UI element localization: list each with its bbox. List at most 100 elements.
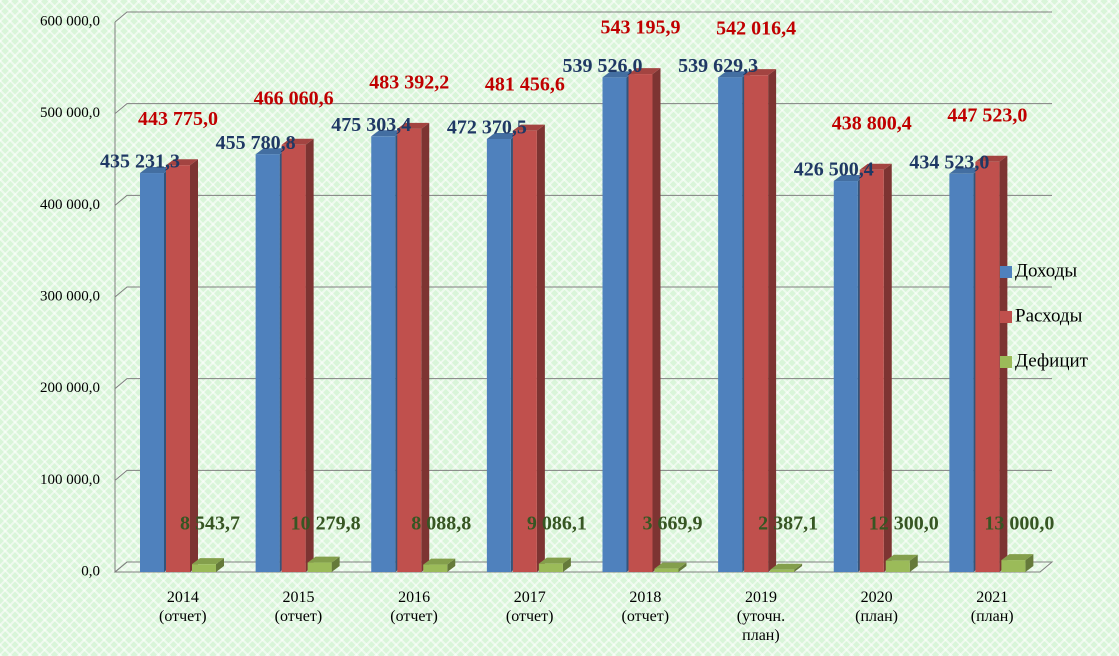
x-tick-label: 2014 (отчет): [159, 589, 207, 625]
bar-side: [794, 563, 803, 572]
y-tick-label: 300 000,0: [40, 288, 100, 304]
bar-top: [718, 71, 751, 78]
bar-top: [885, 554, 918, 561]
bar: [628, 74, 653, 572]
bar: [1001, 560, 1026, 572]
bar: [770, 569, 795, 572]
y-tick-label: 200 000,0: [40, 380, 100, 396]
bar: [281, 144, 306, 573]
bar-top: [654, 562, 687, 569]
bar-side: [562, 557, 571, 572]
bar: [255, 154, 280, 572]
y-tick-label: 400 000,0: [40, 197, 100, 213]
grid-line: [114, 11, 1052, 23]
bar-top: [770, 563, 803, 570]
bar-top: [628, 68, 661, 75]
y-tick-label: 0,0: [81, 563, 100, 579]
bar-top: [255, 148, 288, 155]
x-tick-label: 2017 (отчет): [505, 589, 554, 625]
data-label: 543 195,9: [601, 17, 681, 39]
data-label: 443 775,0: [138, 108, 218, 130]
legend-label: Расходы: [1015, 305, 1083, 326]
bar-side: [421, 122, 430, 573]
y-tick-label: 600 000,0: [40, 13, 100, 29]
legend-label: Дефицит: [1015, 350, 1089, 371]
bar-side: [678, 562, 687, 572]
data-label: 12 300,0: [869, 513, 939, 535]
bar-side: [883, 163, 892, 572]
bar-side: [768, 69, 777, 572]
bar: [602, 77, 627, 572]
bar-side: [190, 159, 198, 573]
bar-side: [331, 556, 340, 572]
bar: [885, 560, 910, 572]
bar-top: [486, 132, 519, 139]
bar: [859, 169, 884, 572]
data-label: 483 392,2: [369, 71, 449, 93]
bar-top: [975, 155, 1008, 162]
data-label: 9 086,1: [527, 513, 587, 535]
bar-top: [397, 122, 430, 129]
data-label: 455 780,8: [216, 132, 296, 154]
bar-top: [744, 69, 777, 76]
bar-top: [281, 138, 314, 145]
bar-side: [1025, 554, 1034, 572]
bar: [654, 568, 679, 572]
data-label: 8 088,8: [411, 513, 471, 535]
legend-label: Доходы: [1015, 260, 1077, 281]
bar: [975, 161, 1000, 573]
bar-side: [447, 558, 456, 572]
data-label: 8 543,7: [180, 513, 240, 535]
bar-top: [833, 175, 866, 182]
grid-line: [114, 378, 1052, 390]
bar: [949, 173, 974, 572]
legend-swatch: [1000, 356, 1012, 368]
y-tick-label: 100 000,0: [40, 472, 100, 488]
grid-line: [114, 469, 1052, 481]
bar-top: [1001, 554, 1034, 561]
bar-side: [305, 138, 314, 573]
bar: [140, 173, 164, 573]
x-tick-label: 2016 (отчет): [390, 589, 438, 625]
data-label: 447 523,0: [947, 104, 1027, 126]
bar: [486, 138, 511, 572]
grid-line: [114, 286, 1052, 298]
legend-swatch: [1000, 266, 1012, 278]
bar: [307, 562, 332, 572]
bar-top: [949, 167, 982, 174]
data-label: 539 526,0: [563, 55, 643, 77]
x-tick-label: 2021 (план): [970, 589, 1014, 625]
bar-top: [538, 557, 571, 564]
bar: [744, 75, 769, 572]
data-label: 438 800,4: [832, 112, 912, 134]
bar-side: [909, 554, 918, 572]
y-tick-label: 500 000,0: [40, 105, 100, 121]
bar-top: [371, 130, 404, 137]
bar-top: [307, 556, 340, 563]
bar-top: [166, 159, 198, 166]
data-label: 434 523,0: [909, 151, 989, 173]
bar-top: [192, 558, 224, 565]
x-tick-label: 2018 (отчет): [621, 589, 670, 625]
data-label: 13 000,0: [984, 513, 1054, 535]
data-label: 3 669,9: [643, 513, 703, 535]
bar-top: [140, 167, 172, 174]
bar-top: [859, 163, 892, 170]
data-label: 466 060,6: [254, 87, 334, 109]
data-label: 2 387,1: [758, 513, 818, 535]
grid-line: [114, 194, 1052, 206]
bar-top: [423, 558, 456, 565]
data-label: 475 303,4: [331, 114, 411, 136]
data-label: 542 016,4: [716, 18, 796, 40]
bar: [166, 165, 190, 573]
x-tick-label: 2015 (отчет): [274, 589, 323, 625]
data-label: 539 629,3: [678, 55, 758, 77]
bar: [371, 136, 396, 572]
data-label: 10 279,8: [291, 513, 361, 535]
data-label: 426 500,4: [794, 159, 874, 181]
bar-side: [216, 558, 224, 572]
data-label: 435 231,3: [100, 151, 180, 173]
bar-side: [652, 68, 661, 572]
